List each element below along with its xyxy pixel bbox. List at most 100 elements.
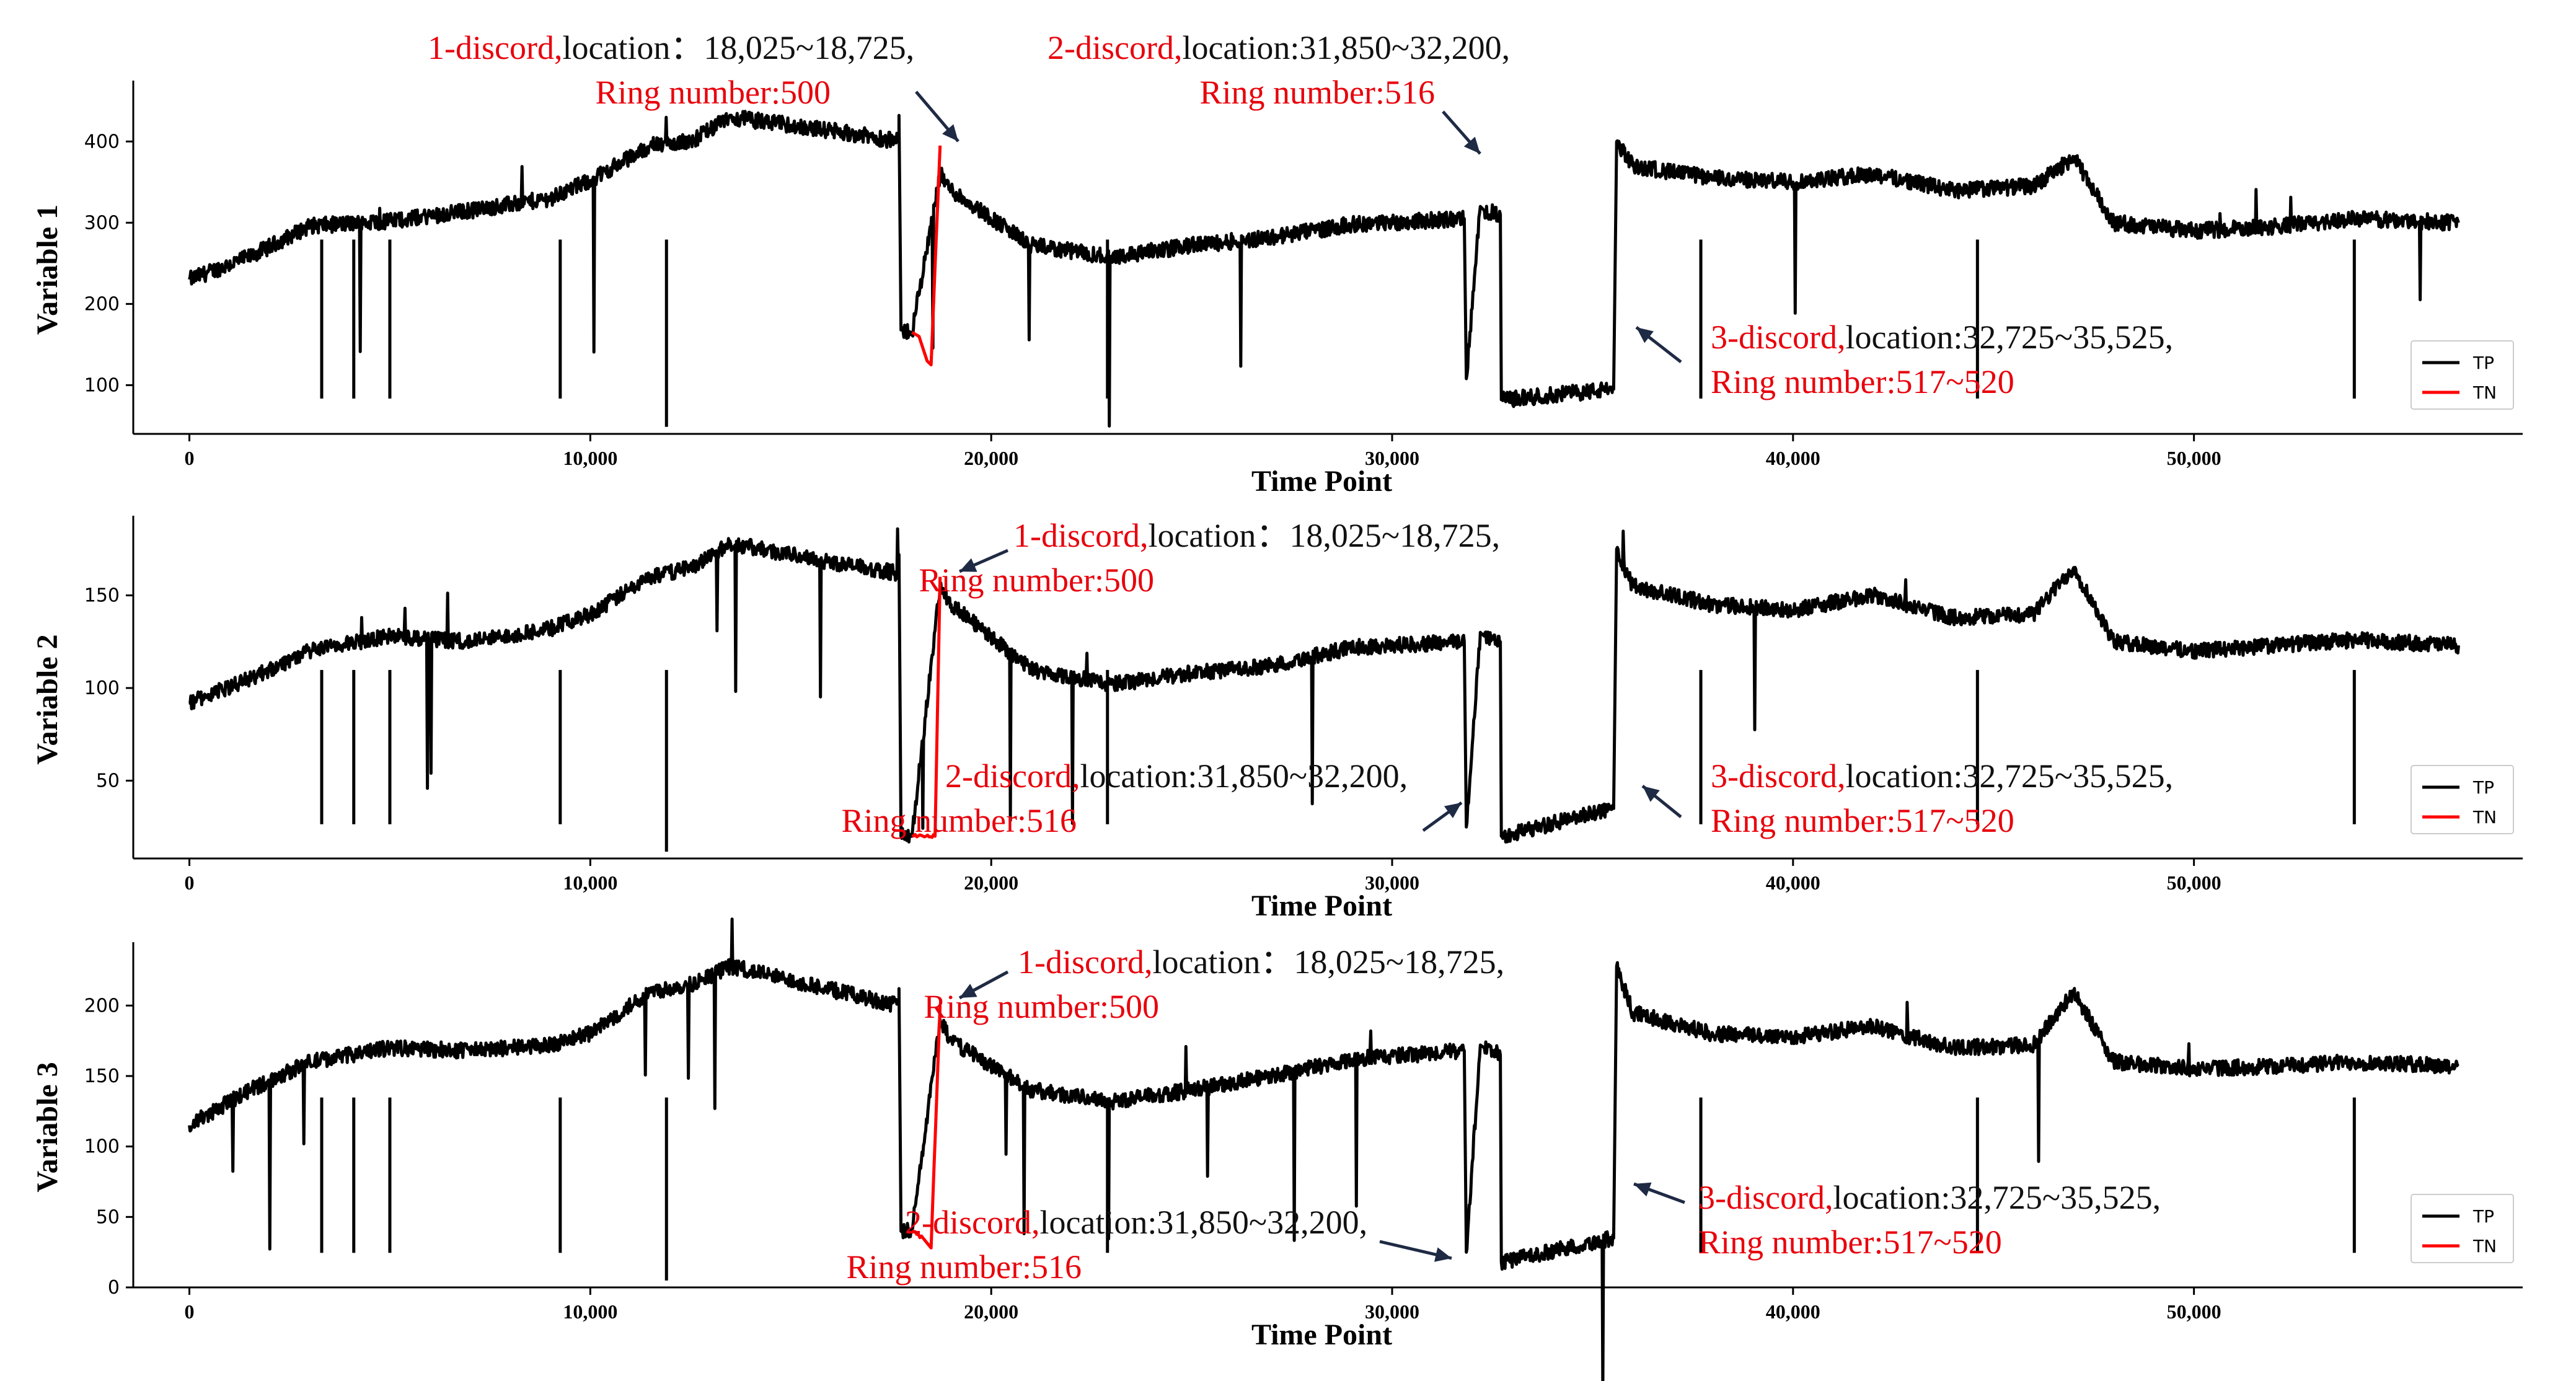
series-tn-line — [911, 145, 942, 367]
y-axis-title: Variable 1 — [31, 205, 64, 335]
annotation-ring-number: Ring number:500 — [924, 988, 1159, 1025]
y-tick-label: 100 — [84, 1136, 120, 1158]
legend-label-tn: TN — [2472, 382, 2497, 403]
annotation-ring-number: Ring number:517~520 — [1711, 802, 2014, 839]
discord-annotation-3: 3-discord,location:32,725~35,525, Ring nu… — [1641, 757, 2173, 839]
annotation-discord-label: 3-discord, — [1711, 319, 1845, 356]
x-axis-title: Time Point — [1251, 1318, 1392, 1351]
x-tick-label: 50,000 — [2167, 1300, 2221, 1323]
x-tick-label: 30,000 — [1365, 871, 1419, 894]
annotation-location: location:31,850~32,200, — [1182, 29, 1510, 66]
x-tick-label: 40,000 — [1766, 447, 1820, 469]
x-axis-title: Time Point — [1251, 465, 1392, 498]
y-tick-label: 0 — [108, 1277, 120, 1299]
annotation-location: location：18,025~18,725, — [562, 29, 914, 66]
annotation-line1: 2-discord,location:31,850~32,200, — [1048, 29, 1510, 66]
y-tick-label: 200 — [84, 293, 120, 315]
legend-label-tp: TP — [2472, 353, 2494, 373]
annotation-discord-label: 1-discord, — [1013, 517, 1148, 554]
x-tick-label: 10,000 — [563, 1300, 617, 1323]
annotation-arrowhead — [1636, 327, 1654, 343]
annotation-arrowhead — [1444, 803, 1462, 818]
y-tick-label: 150 — [84, 1066, 120, 1087]
annotation-ring-number: Ring number:517~520 — [1711, 363, 2014, 400]
discord-annotation-2: 2-discord,location:31,850~32,200, Ring nu… — [1048, 29, 1510, 155]
annotation-discord-label: 2-discord, — [905, 1204, 1039, 1241]
legend: TP TN — [2411, 1194, 2514, 1263]
annotation-ring-number: Ring number:516 — [842, 802, 1077, 839]
annotation-arrowhead — [942, 124, 958, 141]
annotation-line1: 3-discord,location:32,725~35,525, — [1711, 757, 2173, 795]
x-tick-label: 0 — [185, 871, 195, 894]
x-tick-label: 50,000 — [2167, 447, 2221, 469]
x-tick-label: 40,000 — [1766, 871, 1820, 894]
annotation-location: location:31,850~32,200, — [1039, 1204, 1367, 1241]
annotation-discord-label: 1-discord, — [1018, 943, 1152, 981]
annotation-line1: 2-discord,location:31,850~32,200, — [945, 757, 1408, 795]
discord-annotation-3: 3-discord,location:32,725~35,525, Ring nu… — [1633, 1179, 2161, 1261]
legend: TP TN — [2411, 765, 2514, 834]
annotation-discord-label: 2-discord, — [1048, 29, 1182, 66]
annotation-arrowhead — [959, 558, 977, 572]
panels: 100 200 300 400 0 10,000 20,000 30,000 40,000 50,… — [31, 29, 2523, 1381]
x-tick-label: 20,000 — [964, 1300, 1018, 1323]
annotation-location: location:32,725~35,525, — [1845, 319, 2173, 356]
y-tick-label: 100 — [84, 677, 120, 699]
annotation-location: location:32,725~35,525, — [1833, 1179, 2161, 1216]
discord-annotation-1: 1-discord,location：18,025~18,725, Ring nu… — [924, 943, 1505, 1025]
panel-1: 100 200 300 400 0 10,000 20,000 30,000 40,000 50,… — [31, 29, 2523, 498]
y-axis-title: Variable 3 — [31, 1062, 64, 1192]
panel-2: 50 100 150 0 10,000 20,000 30,000 40,000 50,000 T… — [31, 516, 2523, 922]
y-tick-label: 50 — [96, 770, 120, 792]
annotation-discord-label: 3-discord, — [1698, 1179, 1833, 1216]
y-tick-label: 400 — [84, 131, 120, 152]
annotation-ring-number: Ring number:517~520 — [1698, 1224, 2002, 1261]
annotation-line1: 1-discord,location：18,025~18,725, — [428, 29, 914, 66]
series-tp-line — [188, 917, 2459, 1381]
discord-annotation-1: 1-discord,location：18,025~18,725, Ring nu… — [428, 29, 959, 143]
annotation-line1: 1-discord,location：18,025~18,725, — [1013, 517, 1500, 554]
x-tick-label: 30,000 — [1365, 1300, 1419, 1323]
legend-label-tp: TP — [2472, 777, 2494, 798]
annotation-location: location：18,025~18,725, — [1148, 517, 1500, 554]
discord-annotation-2: 2-discord,location:31,850~32,200, Ring nu… — [842, 757, 1463, 839]
panel-3: 0 50 100 150 200 0 10,000 20,000 30,000 40,000 50,… — [31, 917, 2523, 1381]
y-tick-label: 200 — [84, 995, 120, 1017]
legend-frame — [2411, 340, 2514, 410]
series-tp-line — [188, 110, 2460, 428]
annotation-discord-label: 1-discord, — [428, 29, 562, 66]
annotation-ring-number: Ring number:516 — [1200, 74, 1435, 111]
annotation-line1: 1-discord,location：18,025~18,725, — [1018, 943, 1504, 981]
x-tick-label: 10,000 — [563, 447, 617, 469]
x-tick-label: 30,000 — [1365, 447, 1419, 469]
discord-annotation-1: 1-discord,location：18,025~18,725, Ring nu… — [919, 517, 1501, 599]
y-tick-label: 100 — [84, 374, 120, 396]
legend-label-tn: TN — [2472, 807, 2497, 827]
x-tick-label: 10,000 — [563, 871, 617, 894]
y-tick-label: 300 — [84, 212, 120, 234]
annotation-line1: 2-discord,location:31,850~32,200, — [905, 1204, 1367, 1241]
annotation-arrowhead — [1643, 786, 1660, 802]
x-tick-label: 40,000 — [1766, 1300, 1820, 1323]
y-tick-label: 50 — [96, 1206, 120, 1228]
annotation-location: location：18,025~18,725, — [1152, 943, 1504, 981]
series-tn-line — [911, 576, 942, 839]
x-tick-label: 0 — [185, 1300, 195, 1323]
annotation-line1: 3-discord,location:32,725~35,525, — [1711, 319, 2173, 356]
annotation-ring-number: Ring number:500 — [596, 74, 831, 111]
x-tick-label: 20,000 — [964, 447, 1018, 469]
annotation-location: location:31,850~32,200, — [1080, 757, 1408, 795]
annotation-arrowhead — [1434, 1247, 1452, 1262]
annotation-arrowhead — [959, 984, 977, 998]
discord-annotation-3: 3-discord,location:32,725~35,525, Ring nu… — [1635, 319, 2173, 400]
x-tick-label: 20,000 — [964, 871, 1018, 894]
series-tp-line — [188, 527, 2460, 844]
discord-annotation-2: 2-discord,location:31,850~32,200,Ring nu… — [847, 1204, 1452, 1286]
annotation-ring-number: Ring number:500 — [919, 562, 1154, 599]
annotation-discord-label: 3-discord, — [1711, 757, 1845, 795]
annotation-location: location:32,725~35,525, — [1845, 757, 2173, 795]
y-axis-title: Variable 2 — [31, 634, 64, 764]
y-tick-label: 150 — [84, 585, 120, 607]
